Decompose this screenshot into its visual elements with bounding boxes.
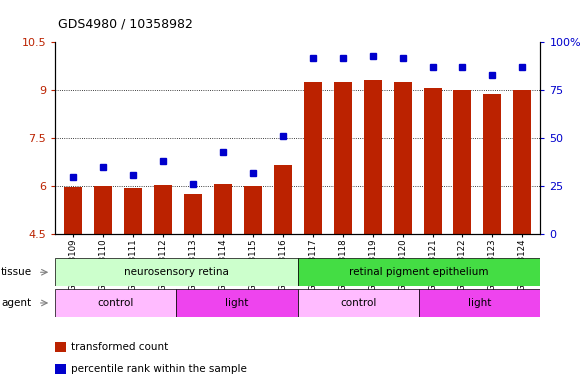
Bar [55,258,297,286]
Bar [393,82,411,234]
Bar [274,165,292,234]
Bar [94,186,112,234]
Bar [214,184,232,234]
Text: control: control [340,298,376,308]
Bar [184,194,202,234]
Text: neurosensory retina: neurosensory retina [124,267,229,277]
Text: GDS4980 / 10358982: GDS4980 / 10358982 [58,17,193,30]
Bar [297,289,419,317]
Text: transformed count: transformed count [71,342,168,352]
Bar [55,289,177,317]
Bar [304,82,322,234]
Text: light: light [468,298,492,308]
Bar [364,80,382,234]
Text: retinal pigment epithelium: retinal pigment epithelium [349,267,489,277]
Bar [154,185,172,234]
Bar [297,258,540,286]
Bar [419,289,540,317]
Bar [177,289,297,317]
Bar [64,187,82,234]
Bar [333,82,352,234]
Text: control: control [98,298,134,308]
Text: percentile rank within the sample: percentile rank within the sample [71,364,247,374]
Bar [424,88,442,234]
Bar [483,94,501,234]
Text: light: light [225,298,249,308]
Bar [514,90,532,234]
Bar [244,186,262,234]
Bar [454,89,471,234]
Text: agent: agent [1,298,31,308]
Bar [124,187,142,234]
Text: tissue: tissue [1,267,33,277]
